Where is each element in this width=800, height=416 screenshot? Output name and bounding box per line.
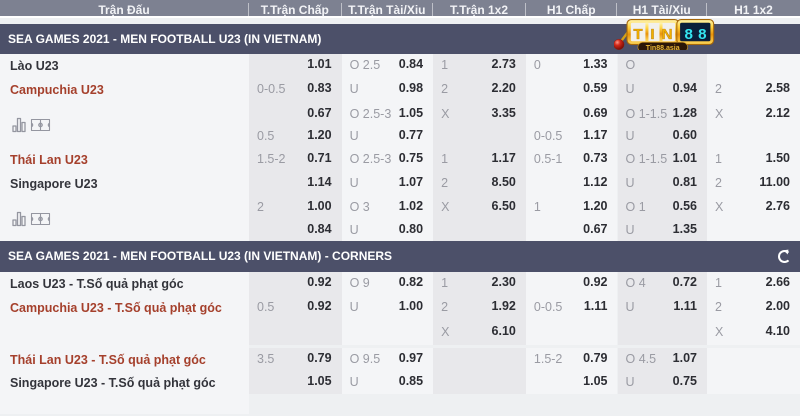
svg-text:N: N xyxy=(662,26,673,43)
svg-text:I: I xyxy=(650,26,654,43)
svg-text:T: T xyxy=(633,26,643,43)
svg-text:Tin88.asia: Tin88.asia xyxy=(646,45,680,50)
svg-text:8: 8 xyxy=(698,26,706,43)
svg-text:8: 8 xyxy=(685,26,693,43)
